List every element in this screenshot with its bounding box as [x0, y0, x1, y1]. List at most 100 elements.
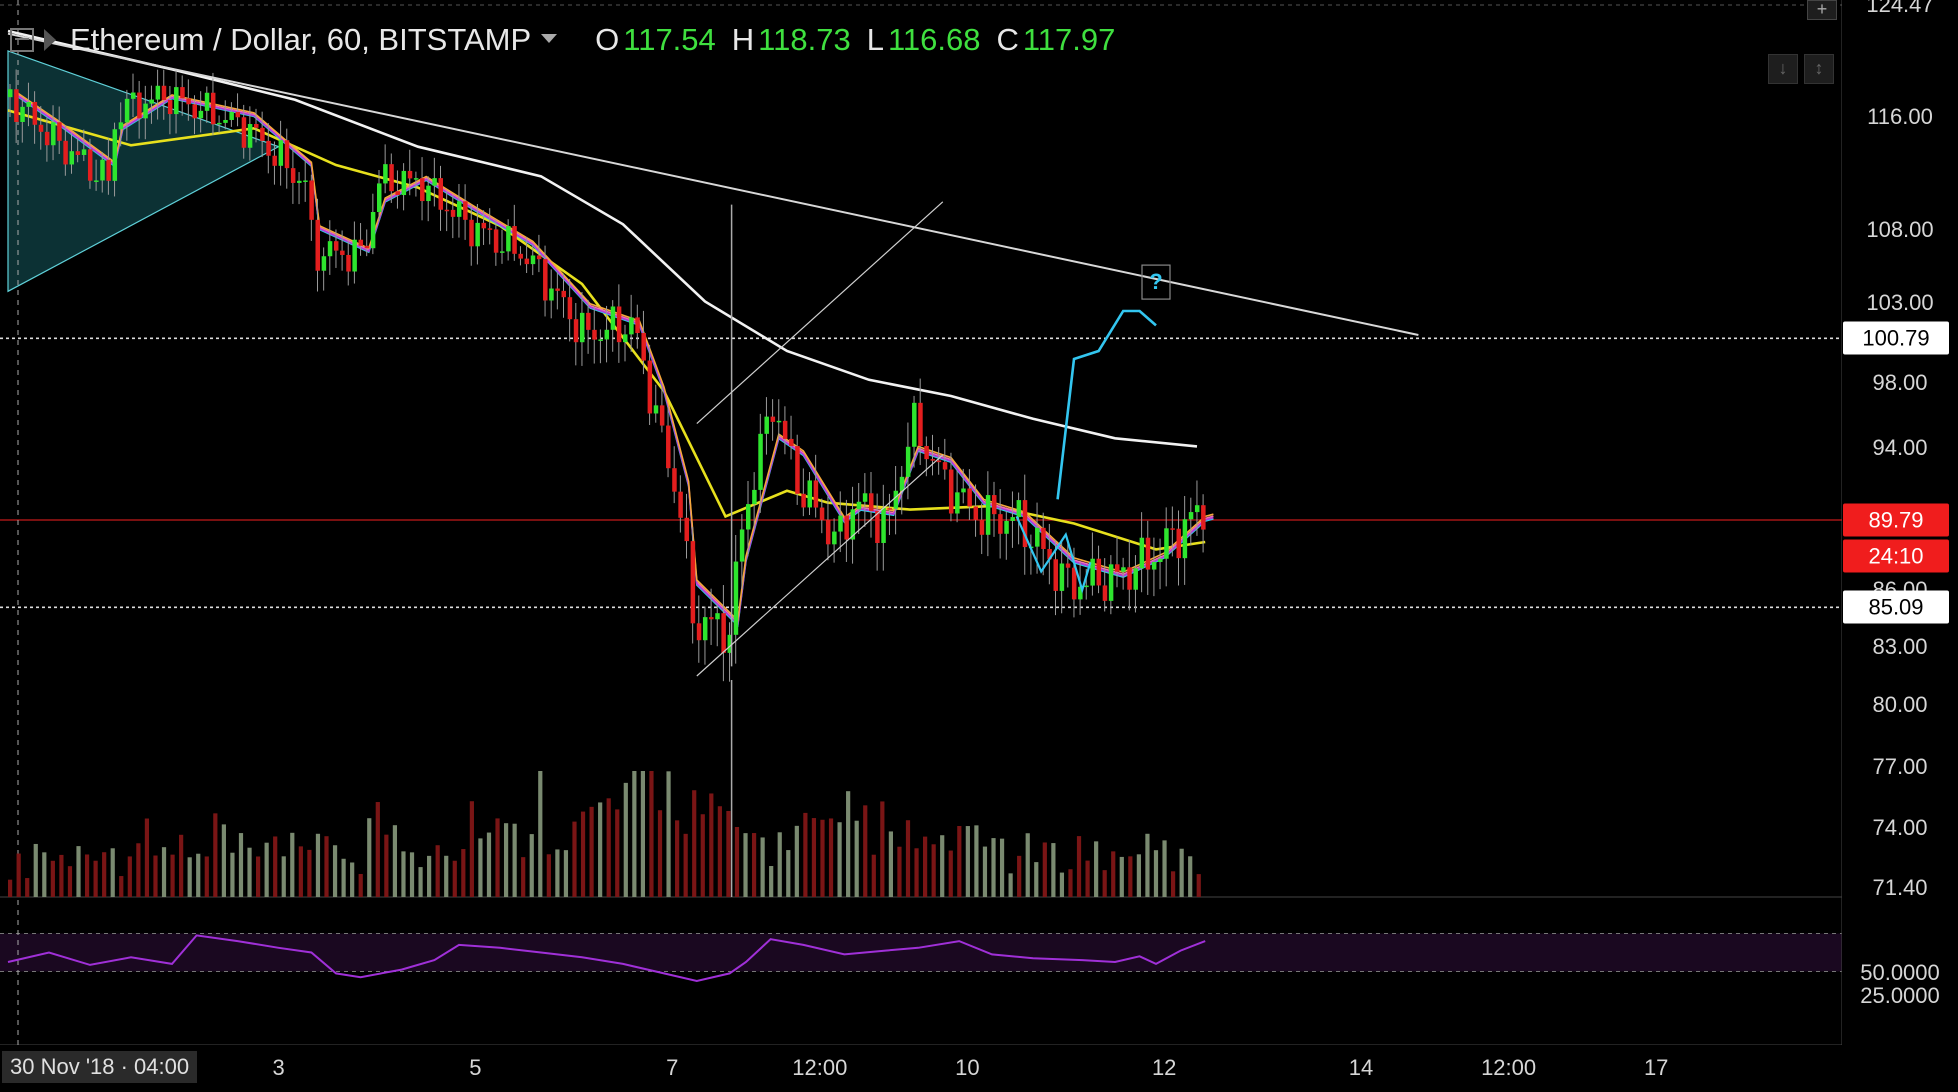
candle-body	[832, 531, 837, 545]
price-tick-label: 103.00	[1866, 290, 1934, 315]
candle-body	[383, 164, 388, 184]
candle-body	[143, 103, 148, 119]
volume-bar	[461, 849, 466, 897]
candle-body	[573, 319, 579, 343]
candle-body	[918, 402, 923, 447]
candle-body	[174, 87, 179, 115]
candle-body	[733, 561, 739, 635]
candle-body	[413, 178, 419, 180]
candle-body	[912, 402, 917, 447]
candle-body	[512, 226, 517, 254]
volume-bar	[238, 833, 244, 897]
candle-body	[112, 129, 118, 181]
candle-body	[1164, 528, 1169, 559]
volume-bar	[392, 825, 398, 897]
volume-bar	[1170, 871, 1176, 897]
volume-bar	[888, 831, 893, 897]
candle-body	[936, 460, 942, 463]
volume-bar	[683, 833, 688, 897]
candle-body	[161, 85, 167, 101]
candle-body	[1139, 537, 1145, 569]
candle-body	[844, 515, 849, 540]
candle-body	[881, 508, 886, 543]
candle-body	[1035, 527, 1040, 547]
volume-bar	[1102, 870, 1107, 897]
candle-body	[364, 245, 370, 249]
candle-body	[825, 519, 831, 545]
volume-bar	[512, 823, 517, 897]
candle-body	[420, 178, 425, 202]
candle-body	[278, 140, 284, 166]
time-axis[interactable]: 3 5 7 12:00 10 12 14 12:00 17 30 Nov '18 · 04:00	[0, 1045, 1842, 1092]
candle-body	[561, 290, 566, 298]
candle-body	[1201, 505, 1206, 530]
volume-bar	[503, 823, 509, 897]
chart-plot[interactable]: ?	[0, 0, 1842, 1045]
candle-body	[14, 89, 19, 122]
time-tick-label: 17	[1643, 1055, 1669, 1080]
candle-body	[776, 420, 782, 423]
arrow-down-icon[interactable]: ↓	[1768, 54, 1798, 84]
candle-body	[297, 180, 302, 183]
volume-bar	[982, 846, 988, 897]
symbol-title[interactable]: Ethereum / Dollar, 60, BITSTAMP	[70, 22, 532, 57]
flag-icon[interactable]	[44, 29, 56, 51]
candle-body	[407, 170, 413, 179]
candle-body	[8, 89, 13, 98]
candle-body	[1053, 559, 1058, 591]
candle-body	[770, 416, 776, 422]
price-tick-label: 74.00	[1872, 815, 1928, 840]
add-icon[interactable]: +	[1807, 0, 1837, 20]
candle-body	[87, 149, 93, 181]
candle-body	[789, 438, 794, 447]
volume-bar	[59, 854, 64, 897]
candle-body	[592, 329, 597, 340]
price-axis[interactable]: 124.47 116.00 108.00 103.00 98.00 94.00 86.00 8…	[1807, 0, 1958, 1092]
volume-bar	[144, 818, 150, 897]
candle-body	[469, 219, 474, 247]
candle-body	[518, 253, 523, 259]
volume-bar	[170, 854, 175, 897]
candle-body	[604, 329, 610, 340]
caret-down-icon[interactable]	[541, 33, 558, 43]
volume-bar	[435, 845, 440, 897]
candle-body	[94, 180, 99, 182]
price-tick-label: 124.47	[1866, 0, 1934, 17]
candle-body	[555, 288, 560, 291]
candle-body	[1022, 500, 1028, 548]
candle-body	[616, 306, 622, 343]
volume-bar	[734, 826, 740, 897]
candle-body	[167, 100, 173, 115]
candle-body	[333, 241, 339, 251]
volume-bar	[307, 849, 312, 897]
low-label: L	[866, 22, 884, 57]
candle-body	[666, 425, 671, 469]
candle-body	[204, 92, 210, 111]
volume-bar	[1059, 872, 1065, 897]
candle-body	[321, 256, 327, 271]
candle-body	[1059, 563, 1065, 591]
price-tick-label: 83.00	[1872, 634, 1928, 659]
price-tick-label: 108.00	[1866, 217, 1934, 242]
candle-body	[487, 228, 493, 230]
low-value: 116.68	[887, 22, 981, 57]
volume-bar	[102, 852, 107, 897]
arrows-updown-icon[interactable]: ↕	[1804, 54, 1834, 84]
candle-body	[254, 124, 259, 128]
candle-body	[284, 140, 290, 169]
candle-body	[235, 111, 241, 118]
time-tick-label: 7	[666, 1055, 679, 1080]
candle-body	[739, 529, 745, 562]
candle-body	[506, 226, 511, 252]
candle-body	[444, 209, 450, 212]
candle-body	[180, 87, 185, 99]
candle-body	[1090, 558, 1095, 586]
candle-body	[124, 98, 130, 123]
candle-body	[260, 127, 265, 141]
chart-icon[interactable]	[10, 28, 34, 52]
candle-body	[819, 507, 825, 520]
candle-body	[1194, 505, 1200, 513]
channel-lower-line	[696, 454, 944, 677]
candle-body	[647, 360, 653, 414]
time-tick-label: 5	[469, 1055, 482, 1080]
